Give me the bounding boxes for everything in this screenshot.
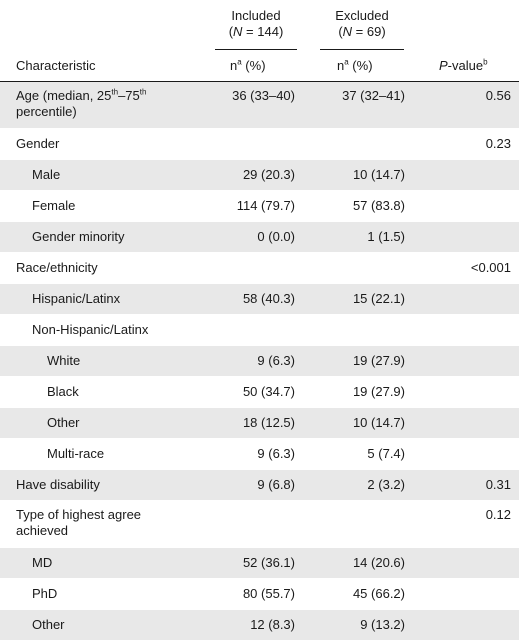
row-label: PhD [32, 586, 58, 601]
table-row: Black 50 (34.7) 19 (27.9) [0, 377, 519, 408]
excluded-value: 45 (66.2) [352, 586, 405, 601]
row-label: Male [32, 167, 61, 182]
table-row: White 9 (6.3) 19 (27.9) [0, 346, 519, 377]
included-value: 29 (20.3) [242, 167, 295, 182]
included-value: 12 (8.3) [250, 617, 295, 632]
included-value: 0 (0.0) [257, 229, 295, 244]
row-label: Multi-race [47, 446, 105, 461]
excluded-value: 14 (20.6) [352, 555, 405, 570]
p-value: 0.31 [485, 477, 511, 492]
row-label: Have disability [16, 477, 100, 492]
excluded-value: 2 (3.2) [367, 477, 405, 492]
col-characteristic-header: Characteristic [16, 58, 96, 73]
p-value: <0.001 [470, 260, 511, 275]
table-header: Included (N = 144) Excluded (N = 69) Cha… [0, 0, 519, 82]
excluded-group-header: Excluded (N = 69) [320, 8, 404, 40]
table-row: Have disability 9 (6.8) 2 (3.2) 0.31 [0, 470, 519, 501]
table-row: Gender minority 0 (0.0) 1 (1.5) [0, 222, 519, 253]
table-row: Gender 0.23 [0, 129, 519, 160]
included-value: 80 (55.7) [242, 586, 295, 601]
p-value: 0.12 [485, 507, 511, 522]
row-label: Race/ethnicity [16, 260, 98, 275]
table-row: Female 114 (79.7) 57 (83.8) [0, 191, 519, 222]
row-label: Hispanic/Latinx [32, 291, 121, 306]
row-label: Non-Hispanic/Latinx [32, 322, 149, 337]
excluded-value: 1 (1.5) [367, 229, 405, 244]
table-row: MD 52 (36.1) 14 (20.6) [0, 548, 519, 579]
excluded-value: 5 (7.4) [367, 446, 405, 461]
table-row: Multi-race 9 (6.3) 5 (7.4) [0, 439, 519, 470]
excluded-n: (N = 69) [338, 24, 386, 39]
col-excluded-n-header: na (%) [337, 57, 373, 73]
col-included-n-header: na (%) [230, 57, 266, 73]
table-row: Hispanic/Latinx 58 (40.3) 15 (22.1) [0, 284, 519, 315]
col-pvalue-header: P-valueb [439, 57, 488, 73]
table-row: PhD 80 (55.7) 45 (66.2) [0, 579, 519, 610]
excluded-value: 10 (14.7) [352, 167, 405, 182]
included-value: 9 (6.8) [257, 477, 295, 492]
row-label: Gender minority [32, 229, 125, 244]
included-n: (N = 144) [228, 24, 284, 39]
table-row: Other 18 (12.5) 10 (14.7) [0, 408, 519, 439]
row-label: Age (median, 25th–75th percentile) [16, 87, 147, 119]
included-value: 9 (6.3) [257, 446, 295, 461]
excluded-value: 15 (22.1) [352, 291, 405, 306]
row-label: Female [32, 198, 76, 213]
row-label: Type of highest agree achieved [16, 507, 142, 538]
included-rule [215, 49, 297, 50]
included-value: 52 (36.1) [242, 555, 295, 570]
row-label: Black [47, 384, 79, 399]
excluded-value: 9 (13.2) [360, 617, 405, 632]
excluded-rule [320, 49, 404, 50]
row-label: Other [47, 415, 80, 430]
table-row: Non-Hispanic/Latinx [0, 315, 519, 346]
included-label: Included [231, 8, 281, 23]
excluded-label: Excluded [335, 8, 389, 23]
excluded-value: 19 (27.9) [352, 353, 405, 368]
included-value: 58 (40.3) [242, 291, 295, 306]
row-label: White [47, 353, 81, 368]
excluded-value: 19 (27.9) [352, 384, 405, 399]
header-bottom-rule [0, 81, 519, 82]
excluded-value: 10 (14.7) [352, 415, 405, 430]
row-label: MD [32, 555, 53, 570]
table-row: Male 29 (20.3) 10 (14.7) [0, 160, 519, 191]
row-label: Other [32, 617, 65, 632]
p-value: 0.23 [485, 136, 511, 151]
included-value: 18 (12.5) [242, 415, 295, 430]
table-body: Age (median, 25th–75th percentile) 36 (33–… [0, 82, 519, 641]
included-value: 36 (33–40) [232, 88, 295, 103]
p-value: 0.56 [485, 88, 511, 103]
included-value: 114 (79.7) [236, 198, 295, 213]
row-label: Gender [16, 136, 60, 151]
table-row: Other 12 (8.3) 9 (13.2) [0, 610, 519, 641]
included-value: 9 (6.3) [257, 353, 295, 368]
included-group-header: Included (N = 144) [215, 8, 297, 40]
table-row: Type of highest agree achieved 0.12 [0, 501, 519, 548]
table-row: Age (median, 25th–75th percentile) 36 (33–… [0, 82, 519, 129]
included-value: 50 (34.7) [242, 384, 295, 399]
excluded-value: 37 (32–41) [342, 88, 405, 103]
excluded-value: 57 (83.8) [352, 198, 405, 213]
table-row: Race/ethnicity <0.001 [0, 253, 519, 284]
